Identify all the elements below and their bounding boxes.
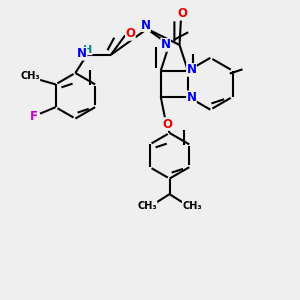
Text: O: O	[125, 27, 135, 40]
Text: N: N	[141, 19, 151, 32]
Text: N: N	[160, 38, 171, 51]
Text: F: F	[30, 110, 38, 123]
Text: O: O	[163, 118, 172, 130]
Text: N: N	[187, 91, 196, 104]
Text: N: N	[187, 63, 196, 76]
Text: CH₃: CH₃	[182, 201, 202, 211]
Text: N: N	[77, 47, 87, 60]
Text: H: H	[83, 45, 92, 55]
Text: O: O	[178, 7, 188, 20]
Text: CH₃: CH₃	[137, 201, 157, 211]
Text: CH₃: CH₃	[20, 71, 40, 81]
